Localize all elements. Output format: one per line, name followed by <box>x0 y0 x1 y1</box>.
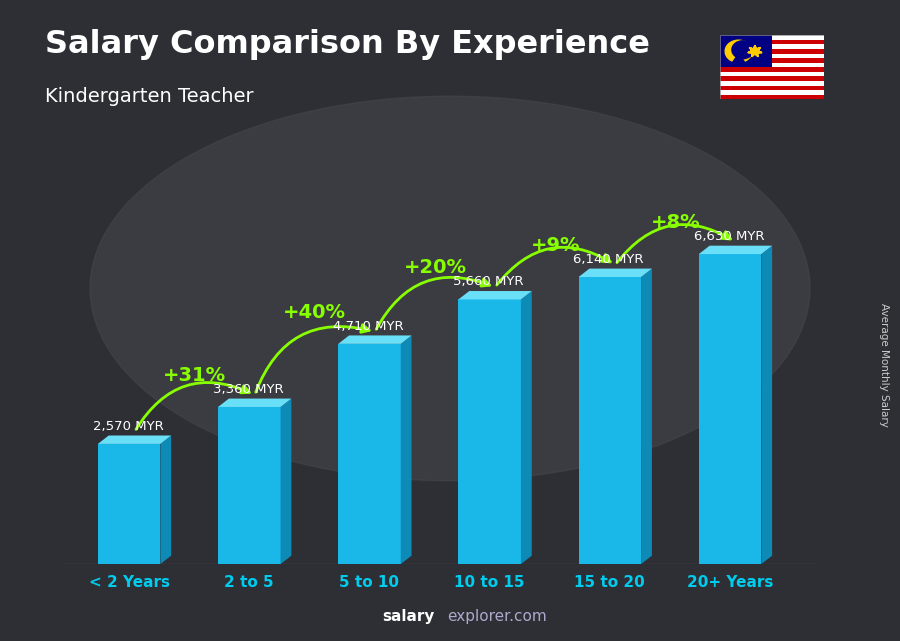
Polygon shape <box>698 246 772 254</box>
FancyBboxPatch shape <box>698 254 761 564</box>
Bar <box>720 40 824 44</box>
Text: 5,660 MYR: 5,660 MYR <box>454 275 524 288</box>
Bar <box>720 49 824 54</box>
Bar <box>720 72 824 76</box>
Bar <box>720 95 824 99</box>
Bar <box>720 76 824 81</box>
FancyBboxPatch shape <box>579 277 641 564</box>
Text: +31%: +31% <box>163 365 226 385</box>
Ellipse shape <box>90 96 810 481</box>
Bar <box>720 35 824 40</box>
Text: explorer.com: explorer.com <box>447 610 547 624</box>
Polygon shape <box>218 399 292 407</box>
Text: 6,630 MYR: 6,630 MYR <box>694 230 764 243</box>
FancyBboxPatch shape <box>338 344 400 564</box>
Polygon shape <box>761 246 772 564</box>
Text: 4,710 MYR: 4,710 MYR <box>333 320 403 333</box>
Bar <box>720 63 824 67</box>
Text: Average Monthly Salary: Average Monthly Salary <box>878 303 889 428</box>
Bar <box>720 54 824 58</box>
Polygon shape <box>579 269 652 277</box>
Polygon shape <box>641 269 652 564</box>
Text: Kindergarten Teacher: Kindergarten Teacher <box>45 87 254 106</box>
Bar <box>720 44 824 49</box>
Polygon shape <box>338 335 411 344</box>
Bar <box>720 35 772 67</box>
FancyBboxPatch shape <box>458 299 521 564</box>
Bar <box>720 67 824 72</box>
Polygon shape <box>98 435 171 444</box>
Text: 3,360 MYR: 3,360 MYR <box>212 383 284 395</box>
Text: +8%: +8% <box>651 213 700 232</box>
Text: Salary Comparison By Experience: Salary Comparison By Experience <box>45 29 650 60</box>
Polygon shape <box>521 291 532 564</box>
Polygon shape <box>400 335 411 564</box>
Polygon shape <box>281 399 292 564</box>
Text: 2,570 MYR: 2,570 MYR <box>93 420 163 433</box>
Bar <box>720 90 824 95</box>
Text: +9%: +9% <box>530 236 580 254</box>
Bar <box>720 58 824 63</box>
Circle shape <box>732 41 753 59</box>
Text: +40%: +40% <box>284 303 346 322</box>
Bar <box>720 81 824 86</box>
Text: 6,140 MYR: 6,140 MYR <box>573 253 643 266</box>
FancyBboxPatch shape <box>218 407 281 564</box>
FancyBboxPatch shape <box>98 444 160 564</box>
Text: salary: salary <box>382 610 435 624</box>
Bar <box>720 86 824 90</box>
Text: +20%: +20% <box>403 258 466 277</box>
Polygon shape <box>748 46 762 56</box>
Polygon shape <box>160 435 171 564</box>
Wedge shape <box>725 40 752 61</box>
Polygon shape <box>458 291 532 299</box>
